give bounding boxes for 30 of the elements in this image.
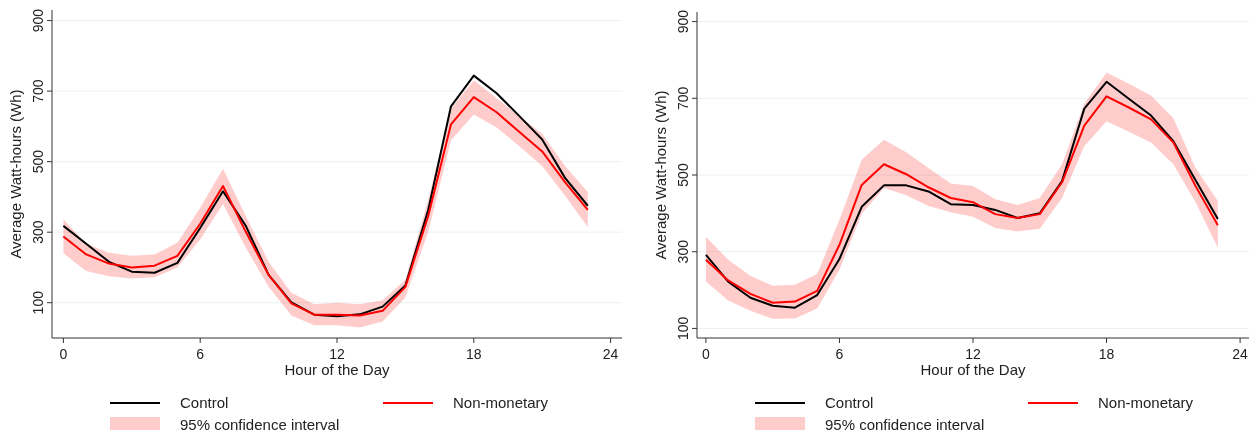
y-tick-label: 300: [30, 220, 46, 244]
x-tick-label: 0: [59, 346, 68, 362]
legend-label: Control: [825, 394, 874, 411]
y-tick-label: 100: [30, 290, 46, 315]
y-tick-label: 100: [675, 316, 691, 341]
x-tick-label: 6: [835, 346, 844, 362]
legend-label: Non-monetary: [453, 394, 549, 411]
x-axis-title: Hour of the Day: [284, 361, 391, 378]
x-tick-label: 0: [702, 346, 710, 362]
y-axis-title: Average Watt-hours (Wh): [7, 89, 24, 259]
x-tick-label: 18: [466, 346, 482, 362]
text: 95% confidence interval: [825, 416, 985, 433]
x-tick-label: 24: [1232, 346, 1249, 362]
x-tick-label: 12: [965, 346, 981, 362]
x-tick-label: 18: [1098, 346, 1115, 362]
legend-label: Non-monetary: [1098, 394, 1194, 411]
y-tick-label: 300: [675, 239, 691, 264]
y-tick-label: 500: [675, 163, 691, 187]
y-tick-label: 700: [30, 79, 46, 103]
x-tick-label: 6: [196, 346, 205, 362]
y-tick-label: 700: [675, 86, 691, 110]
x-axis-title: Hour of the Day: [920, 361, 1027, 378]
legend-label: Control: [180, 394, 229, 411]
text: 95% confidence interval: [180, 416, 340, 433]
y-tick-label: 900: [30, 8, 46, 33]
x-tick-label: 24: [602, 346, 619, 362]
y-axis-title: Average Watt-hours (Wh): [652, 90, 669, 260]
y-tick-label: 500: [30, 149, 46, 174]
y-tick-label: 900: [675, 9, 691, 34]
x-tick-label: 12: [329, 346, 345, 362]
